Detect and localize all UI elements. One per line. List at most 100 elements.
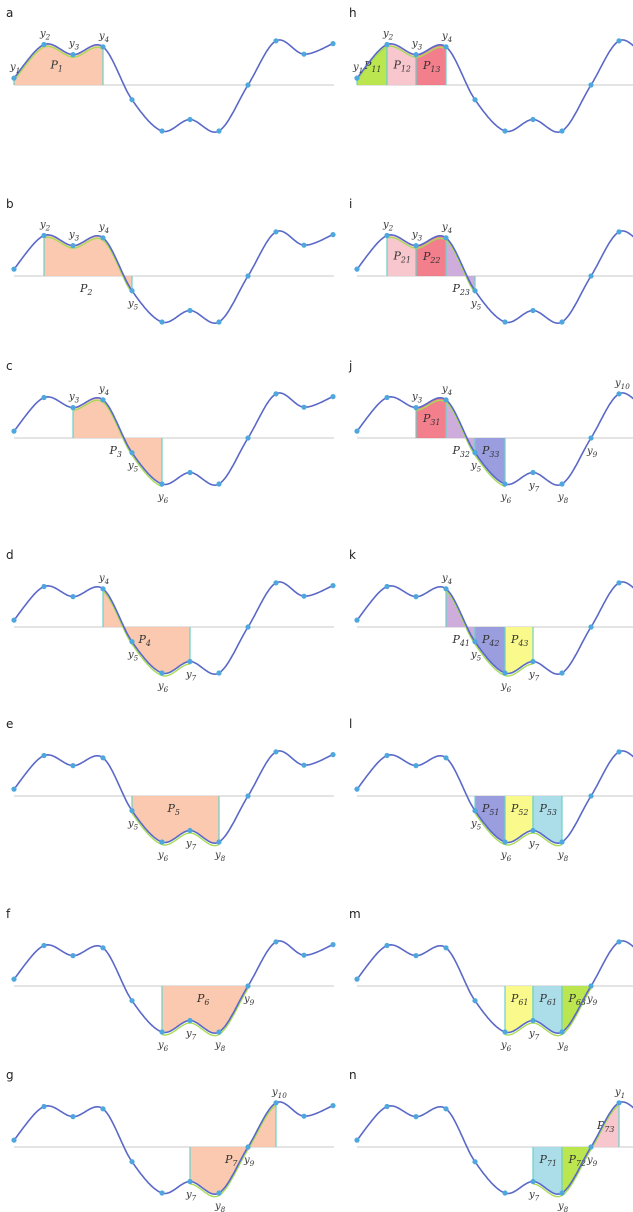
region-label-P41: P41 — [452, 633, 470, 648]
knot-point — [616, 749, 622, 755]
knot-point — [245, 273, 251, 279]
y-label: y7 — [185, 1190, 197, 1203]
panel-label-i: i — [349, 197, 352, 211]
region-label-P12: P12 — [393, 58, 411, 73]
region-label-P11-subscript: 11 — [371, 65, 381, 74]
knot-point — [100, 1106, 106, 1112]
y-label-subscript: 2 — [388, 224, 394, 233]
knot-point — [384, 232, 390, 239]
fitted-segment — [474, 812, 506, 846]
y-label: y6 — [500, 1040, 512, 1053]
y-label-subscript: 2 — [45, 224, 51, 233]
knot-point — [502, 839, 508, 845]
region-label-P71-subscript: 71 — [547, 1159, 557, 1168]
y-label: y4 — [98, 31, 110, 44]
spline-curve — [356, 230, 633, 325]
spline-curve — [356, 39, 633, 134]
knot-point — [41, 394, 47, 401]
y-label: y7 — [185, 839, 197, 852]
y-label-subscript: 7 — [535, 485, 540, 494]
knot-point — [216, 128, 222, 134]
y-label: y9 — [586, 994, 598, 1007]
knot-point — [530, 307, 536, 314]
knot-point — [354, 617, 360, 623]
knot-point — [301, 1113, 307, 1119]
region-label-P4: P4 — [138, 633, 151, 648]
region-label-P2-subscript: 2 — [86, 288, 92, 297]
y-label: y8 — [557, 850, 569, 863]
y-label: y7 — [185, 670, 197, 683]
region-label-P23: P23 — [452, 282, 470, 297]
knot-point — [245, 435, 251, 441]
region-label-P21: P21 — [393, 249, 411, 264]
knot-point — [301, 242, 307, 248]
knot-point — [588, 624, 594, 630]
knot-point — [472, 808, 478, 814]
y-label: y4 — [441, 31, 453, 44]
region-P51 — [475, 796, 505, 842]
knot-point — [443, 945, 449, 951]
region-P6 — [162, 986, 248, 1034]
knot-point — [301, 762, 307, 768]
knot-point — [354, 976, 360, 982]
knot-point — [11, 617, 17, 623]
region-label-P22: P22 — [422, 250, 440, 265]
knot-point — [472, 639, 478, 645]
knot-point — [41, 583, 47, 590]
fitted-segment — [356, 46, 388, 82]
y-label: y2 — [39, 29, 51, 42]
spline-curve — [356, 940, 633, 1035]
knot-point — [588, 793, 594, 799]
knot-point — [301, 593, 307, 599]
y-label: y8 — [214, 1201, 226, 1212]
y-label-subscript: 4 — [447, 388, 453, 397]
panel-label-b: b — [6, 197, 14, 211]
region-P4 — [103, 588, 190, 674]
knot-point — [187, 116, 193, 123]
knot-point — [41, 942, 47, 949]
y-label: y6 — [500, 850, 512, 863]
fitted-segment — [416, 46, 447, 58]
y-label: y4 — [441, 573, 453, 586]
region-P2 — [44, 234, 132, 291]
knot-point — [559, 1029, 565, 1035]
knot-point — [559, 319, 565, 325]
y-label: y9 — [586, 1155, 598, 1168]
knot-point — [70, 594, 76, 600]
spline-curve — [13, 581, 334, 676]
knot-point — [41, 1103, 47, 1110]
knot-point — [216, 481, 222, 487]
knot-point — [472, 288, 478, 294]
knot-point — [354, 786, 360, 792]
region-P61 — [533, 986, 562, 1034]
region-P42 — [475, 627, 505, 673]
knot-point — [502, 1190, 508, 1196]
knot-point — [559, 1190, 565, 1196]
spline-curve — [13, 940, 334, 1035]
y-label: y5 — [470, 461, 482, 474]
region-P71 — [533, 1147, 562, 1195]
knot-point — [70, 763, 76, 769]
spline-curve — [13, 750, 334, 845]
y-label-subscript: 8 — [221, 1205, 226, 1212]
y-label-subscript: 9 — [593, 450, 598, 459]
region-label-P52-subscript: 52 — [518, 808, 528, 817]
y-label-subscript: 6 — [507, 685, 512, 694]
y-label: y4 — [98, 222, 110, 235]
knot-point — [502, 319, 508, 325]
y-label: y9 — [243, 994, 255, 1007]
knot-point — [100, 755, 106, 761]
knot-point — [354, 75, 360, 81]
y-label-subscript: 10 — [621, 382, 631, 391]
knot-point — [330, 41, 336, 47]
y-label: y2 — [39, 220, 51, 233]
y-label: y9 — [586, 446, 598, 459]
knot-point — [187, 827, 193, 834]
knot-point — [129, 1159, 135, 1165]
y-label: y6 — [500, 681, 512, 694]
y-label: y9 — [243, 1155, 255, 1168]
knot-point — [559, 839, 565, 845]
y-label: y8 — [557, 492, 569, 505]
fitted-segment — [474, 643, 506, 677]
